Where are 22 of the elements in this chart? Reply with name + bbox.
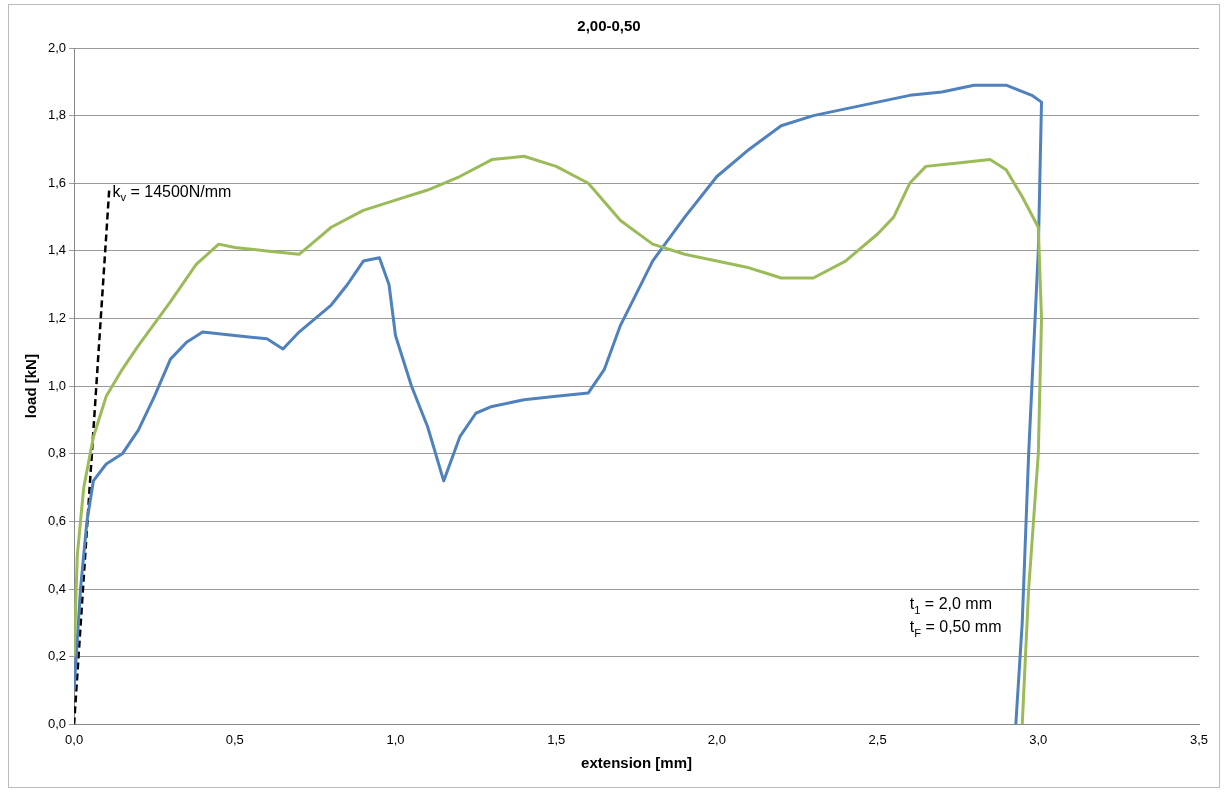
x-tick-label: 1,5 (547, 731, 566, 747)
y-tick-label: 0,0 (47, 715, 67, 731)
y-tick-label: 1,6 (47, 174, 67, 190)
x-tick-label: 3,5 (1189, 731, 1209, 747)
y-tick-label: 0,4 (47, 580, 67, 596)
y-tick-label: 1,2 (47, 310, 67, 326)
y-tick-label: 1,0 (47, 377, 67, 393)
x-tick-label: 1,0 (386, 731, 405, 747)
x-axis-title: extension [mm] (581, 754, 692, 772)
y-axis-title: load [kN] (22, 354, 40, 419)
x-tick-label: 2,5 (868, 731, 887, 747)
x-tick-label: 2,0 (707, 731, 726, 747)
y-tick-label: 2,0 (47, 39, 67, 55)
y-tick-label: 1,8 (47, 107, 67, 123)
x-tick-label: 3,0 (1029, 731, 1048, 747)
x-tick-label: 0,5 (225, 731, 244, 747)
y-tick-label: 0,2 (47, 648, 67, 664)
y-tick-label: 1,4 (47, 242, 67, 258)
chart-title: 2,00-0,50 (577, 17, 641, 35)
x-tick-label: 0,0 (65, 731, 84, 747)
y-tick-label: 0,6 (47, 513, 67, 529)
y-tick-label: 0,8 (47, 445, 67, 461)
